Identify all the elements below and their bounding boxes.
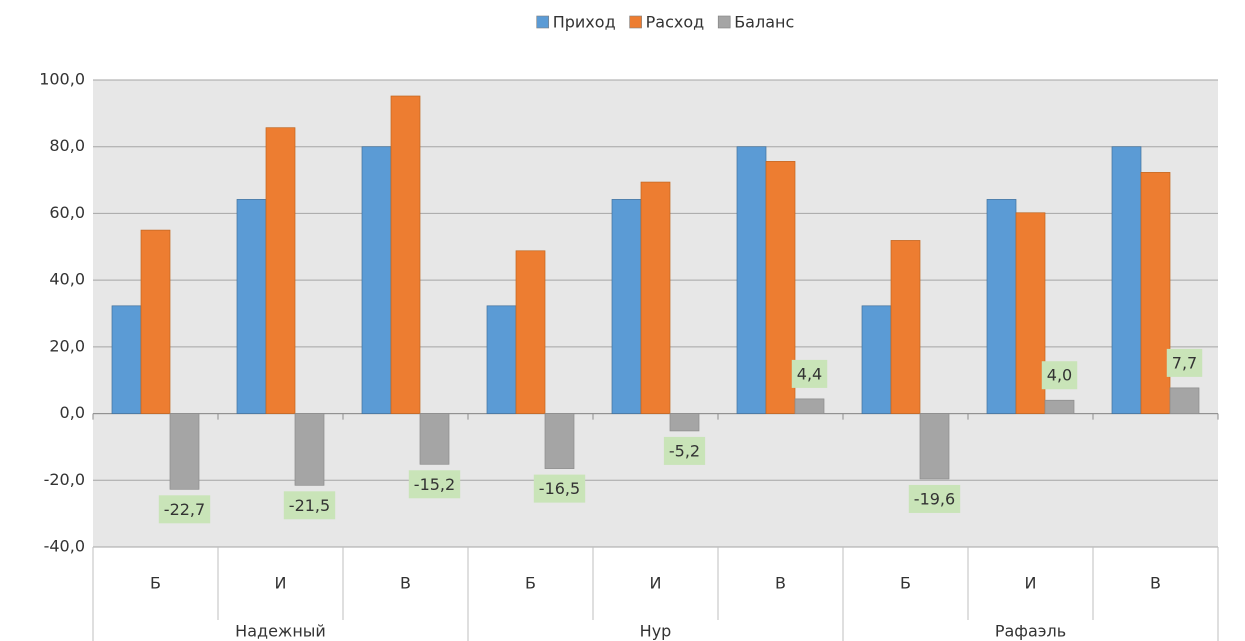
bar [390,95,421,414]
legend-swatch [717,15,731,29]
x-tick-label: И [275,574,287,593]
data-label: -19,6 [914,489,955,508]
group-label: Надежный [235,622,326,641]
x-tick-label: Б [900,574,911,593]
bar [669,413,700,432]
legend-swatch [629,15,642,29]
bar [794,398,825,414]
data-label: 4,4 [797,364,822,383]
x-tick-label: Б [525,574,536,593]
legend-swatch [536,15,550,29]
data-label-box [533,474,586,503]
bar [1169,387,1200,414]
data-label: 4,0 [1047,366,1072,385]
data-label-box [1041,361,1078,390]
y-tick-label: 80,0 [49,136,85,155]
x-tick-label: Б [150,574,161,593]
data-label-box [408,470,461,499]
data-label-box [791,359,828,388]
bar [919,413,950,480]
group-label: Нур [640,622,672,641]
data-label: -16,5 [539,479,580,498]
data-label-box [663,436,706,465]
legend-label: Расход [646,13,705,32]
data-label: -22,7 [164,500,205,519]
bar [111,305,142,414]
bar [361,146,392,414]
data-label-box [283,491,336,520]
y-tick-label: 40,0 [49,270,85,289]
y-tick-label: -40,0 [44,537,85,556]
bar [1044,399,1075,414]
bar [236,199,267,414]
bar [986,199,1017,414]
y-tick-label: 100,0 [39,70,85,89]
bar [890,240,921,414]
bar [169,413,200,490]
legend-label: Приход [553,13,616,32]
bar [265,127,296,414]
x-tick-label: И [1025,574,1037,593]
bar [861,305,892,414]
bar [1111,146,1142,414]
data-label: -5,2 [669,441,700,460]
y-tick-label: 20,0 [49,336,85,355]
bar [419,413,450,465]
bar [640,181,671,414]
x-tick-label: В [775,574,786,593]
bar [736,146,767,414]
x-tick-label: В [1150,574,1161,593]
y-tick-label: 0,0 [60,403,85,422]
bar [544,413,575,469]
data-label-box [158,495,211,524]
legend-label: Баланс [734,13,794,32]
x-tick-label: В [400,574,411,593]
data-label: -21,5 [289,496,330,515]
x-tick-label: И [650,574,662,593]
data-label: 7,7 [1172,353,1197,372]
bar [1015,212,1046,414]
bar [140,229,171,414]
group-label: Рафаэль [995,622,1066,641]
bar [611,199,642,414]
data-label: -15,2 [414,475,455,494]
y-tick-label: -20,0 [44,470,85,489]
bar [515,250,546,414]
bar [486,305,517,414]
bar [294,413,325,486]
bar [1140,172,1171,414]
data-label-box [908,484,961,513]
data-label-box [1166,348,1203,377]
bar [765,161,796,414]
y-tick-label: 60,0 [49,203,85,222]
